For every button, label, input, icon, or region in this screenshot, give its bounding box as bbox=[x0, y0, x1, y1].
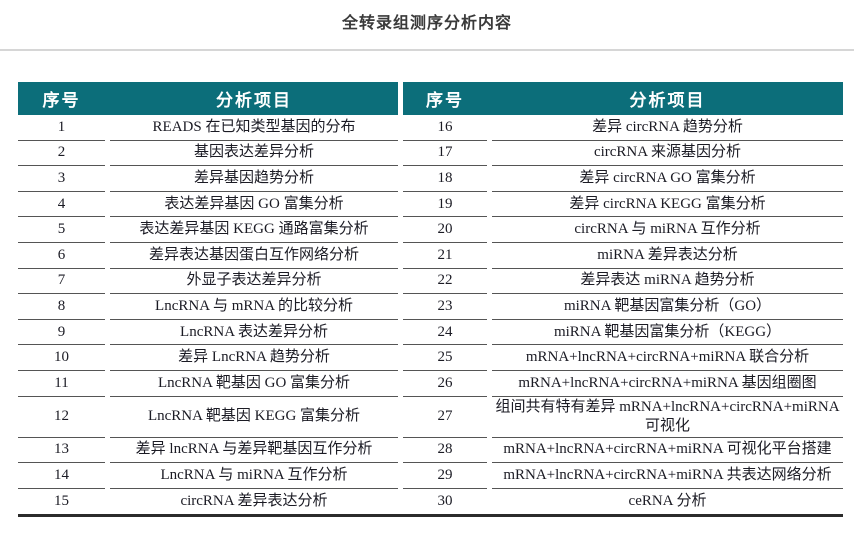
row-index: 28 bbox=[403, 438, 487, 464]
row-item: LncRNA 与 mRNA 的比较分析 bbox=[110, 294, 398, 320]
row-index: 24 bbox=[403, 320, 487, 346]
row-index: 5 bbox=[18, 217, 105, 243]
row-item: ceRNA 分析 bbox=[628, 493, 707, 510]
row-index: 15 bbox=[54, 493, 69, 510]
row-item: mRNA+lncRNA+circRNA+miRNA 基因组圈图 bbox=[492, 371, 843, 397]
row-index: 4 bbox=[18, 192, 105, 218]
row-item: miRNA 靶基因富集分析（GO） bbox=[492, 294, 843, 320]
row-index: 19 bbox=[403, 192, 487, 218]
row-index: 23 bbox=[403, 294, 487, 320]
row-item: 差异 circRNA 趋势分析 bbox=[492, 115, 843, 141]
row-item: 组间共有特有差异 mRNA+lncRNA+circRNA+miRNA 可视化 bbox=[492, 397, 843, 438]
row-index: 6 bbox=[18, 243, 105, 269]
row-index: 10 bbox=[18, 345, 105, 371]
column-header-index-right: 序号 bbox=[426, 91, 464, 110]
row-item: miRNA 差异表达分析 bbox=[492, 243, 843, 269]
row-item: 表达差异基因 KEGG 通路富集分析 bbox=[110, 217, 398, 243]
row-index: 25 bbox=[403, 345, 487, 371]
row-index: 21 bbox=[403, 243, 487, 269]
row-index: 3 bbox=[18, 166, 105, 192]
table-body: 1 READS 在已知类型基因的分布 16 差异 circRNA 趋势分析 2 … bbox=[18, 115, 843, 518]
row-item: circRNA 来源基因分析 bbox=[492, 141, 843, 167]
row-index: 26 bbox=[403, 371, 487, 397]
row-item: LncRNA 靶基因 KEGG 富集分析 bbox=[110, 397, 398, 438]
row-item: 差异 circRNA KEGG 富集分析 bbox=[492, 192, 843, 218]
row-index: 22 bbox=[403, 269, 487, 295]
row-item: LncRNA 表达差异分析 bbox=[110, 320, 398, 346]
analysis-table: 序号 分析项目 序号 分析项目 1 READS 在已知类型基因的分布 16 差异… bbox=[18, 82, 843, 518]
row-item: 差异 lncRNA 与差异靶基因互作分析 bbox=[110, 438, 398, 464]
row-index: 9 bbox=[18, 320, 105, 346]
row-item: LncRNA 与 miRNA 互作分析 bbox=[110, 463, 398, 489]
row-index: 7 bbox=[18, 269, 105, 295]
column-header-index-left: 序号 bbox=[42, 91, 81, 110]
column-header-item-left: 分析项目 bbox=[216, 91, 292, 110]
row-index: 30 bbox=[437, 493, 453, 510]
table-header-left: 序号 分析项目 bbox=[18, 82, 398, 115]
row-index: 12 bbox=[18, 397, 105, 438]
row-item: 差异 circRNA GO 富集分析 bbox=[492, 166, 843, 192]
row-item: 差异表达基因蛋白互作网络分析 bbox=[110, 243, 398, 269]
row-index: 17 bbox=[403, 141, 487, 167]
row-item: miRNA 靶基因富集分析（KEGG） bbox=[492, 320, 843, 346]
row-item: mRNA+lncRNA+circRNA+miRNA 共表达网络分析 bbox=[492, 463, 843, 489]
row-item: 基因表达差异分析 bbox=[110, 141, 398, 167]
row-index: 20 bbox=[403, 217, 487, 243]
row-index: 14 bbox=[18, 463, 105, 489]
row-index: 8 bbox=[18, 294, 105, 320]
row-index: 13 bbox=[18, 438, 105, 464]
row-item: mRNA+lncRNA+circRNA+miRNA 可视化平台搭建 bbox=[492, 438, 843, 464]
row-index: 29 bbox=[403, 463, 487, 489]
row-index: 27 bbox=[403, 397, 487, 438]
row-item: 差异 LncRNA 趋势分析 bbox=[110, 345, 398, 371]
page-title: 全转录组测序分析内容 bbox=[341, 15, 512, 32]
row-item: circRNA 差异表达分析 bbox=[180, 493, 328, 510]
row-index: 1 bbox=[18, 115, 105, 141]
row-index: 18 bbox=[403, 166, 487, 192]
row-index: 16 bbox=[403, 115, 487, 141]
title-divider bbox=[0, 49, 854, 51]
column-header-item-right: 分析项目 bbox=[629, 91, 706, 110]
row-item: mRNA+lncRNA+circRNA+miRNA 联合分析 bbox=[492, 345, 843, 371]
row-item: READS 在已知类型基因的分布 bbox=[110, 115, 398, 141]
row-index: 11 bbox=[18, 371, 105, 397]
table-header-row: 序号 分析项目 序号 分析项目 bbox=[18, 82, 843, 115]
row-item: 表达差异基因 GO 富集分析 bbox=[110, 192, 398, 218]
row-item: circRNA 与 miRNA 互作分析 bbox=[492, 217, 843, 243]
row-item: LncRNA 靶基因 GO 富集分析 bbox=[110, 371, 398, 397]
row-index: 2 bbox=[18, 141, 105, 167]
table-header-right: 序号 分析项目 bbox=[403, 82, 843, 115]
row-item: 差异基因趋势分析 bbox=[110, 166, 398, 192]
row-item: 外显子表达差异分析 bbox=[110, 269, 398, 295]
row-item: 差异表达 miRNA 趋势分析 bbox=[492, 269, 843, 295]
